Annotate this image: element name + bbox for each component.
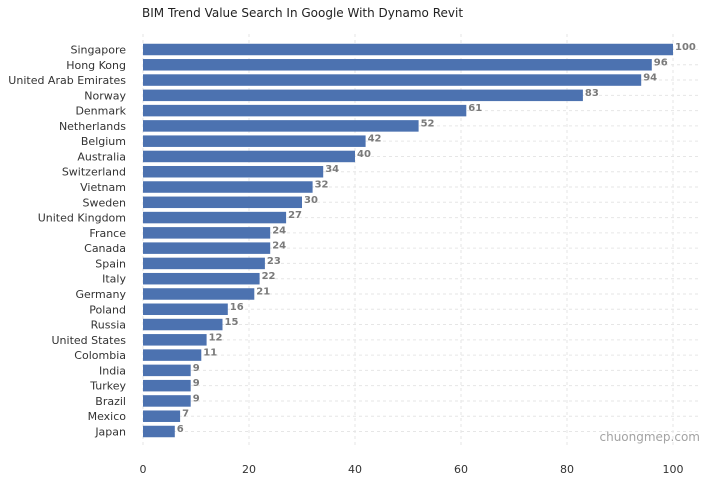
category-label: Netherlands — [59, 120, 126, 133]
bar — [143, 43, 673, 56]
value-label: 61 — [468, 103, 482, 114]
value-label: 32 — [315, 180, 329, 191]
category-label: Germany — [75, 288, 126, 301]
bar — [143, 272, 260, 285]
value-label: 11 — [203, 348, 217, 359]
value-label: 16 — [230, 302, 244, 313]
category-label: Sweden — [83, 196, 126, 209]
x-tick-label: 100 — [663, 463, 684, 476]
value-label: 15 — [225, 317, 239, 328]
value-label: 9 — [193, 393, 200, 404]
watermark: chuongmep.com — [599, 430, 700, 444]
bar — [143, 165, 324, 178]
category-label: Japan — [94, 426, 126, 439]
bar — [143, 318, 223, 331]
bar — [143, 379, 191, 392]
bar — [143, 74, 642, 86]
bar — [143, 349, 202, 361]
value-label: 24 — [272, 225, 286, 236]
value-label: 9 — [193, 363, 200, 374]
bar — [143, 364, 191, 377]
x-axis-ticks: 0 20 40 60 80 100 — [140, 463, 684, 476]
value-label: 6 — [177, 424, 184, 435]
category-label: United Arab Emirates — [8, 74, 126, 87]
value-label: 27 — [288, 210, 302, 221]
category-label: United Kingdom — [38, 212, 126, 225]
value-label: 34 — [325, 164, 339, 175]
bar — [143, 181, 313, 193]
category-label: Denmark — [75, 105, 126, 118]
category-label: Vietnam — [80, 181, 126, 194]
category-label: Mexico — [88, 410, 127, 423]
category-label: Poland — [89, 303, 126, 316]
bar — [143, 104, 467, 117]
value-label: 22 — [262, 271, 276, 282]
x-tick-label: 60 — [454, 463, 468, 476]
category-label: Hong Kong — [66, 59, 126, 72]
value-label: 24 — [272, 241, 286, 252]
value-label: 23 — [267, 256, 281, 267]
x-tick-label: 80 — [560, 463, 574, 476]
bar — [143, 89, 583, 102]
chart-title: BIM Trend Value Search In Google With Dy… — [142, 6, 463, 20]
category-label: Norway — [84, 89, 126, 102]
bar — [143, 334, 207, 346]
bar — [143, 120, 419, 132]
bar — [143, 150, 355, 163]
category-label: Singapore — [71, 44, 127, 57]
bar — [143, 196, 302, 209]
x-tick-label: 40 — [348, 463, 362, 476]
category-label: India — [99, 364, 126, 377]
category-label: Turkey — [89, 380, 126, 393]
bar — [143, 211, 287, 224]
value-label: 94 — [643, 73, 657, 84]
value-label: 42 — [368, 134, 382, 145]
category-label: Colombia — [74, 349, 126, 362]
bar — [143, 59, 652, 71]
category-label: Belgium — [81, 135, 126, 148]
bar — [143, 303, 228, 316]
bar — [143, 395, 191, 407]
category-label: Italy — [102, 273, 126, 286]
bar — [143, 227, 271, 239]
value-label: 100 — [675, 42, 696, 53]
bar — [143, 242, 271, 254]
bar — [143, 425, 175, 438]
bar — [143, 288, 255, 300]
category-label: Canada — [84, 242, 126, 255]
x-tick-label: 20 — [242, 463, 256, 476]
bar — [143, 257, 265, 270]
value-label: 7 — [182, 409, 189, 420]
value-label: 9 — [193, 378, 200, 389]
category-label: Spain — [95, 257, 126, 270]
value-label: 30 — [304, 195, 318, 206]
value-label: 12 — [209, 332, 223, 343]
value-label: 40 — [357, 149, 371, 160]
x-tick-label: 0 — [140, 463, 147, 476]
category-label: United States — [52, 334, 127, 347]
category-label: Australia — [77, 150, 126, 163]
bar — [143, 135, 366, 147]
value-label: 83 — [585, 88, 599, 99]
value-label: 52 — [421, 118, 435, 129]
bar — [143, 410, 181, 422]
category-label: Russia — [91, 319, 126, 332]
bars-layer — [143, 43, 673, 438]
category-label: France — [89, 227, 126, 240]
value-label: 21 — [256, 286, 270, 297]
category-label: Switzerland — [62, 166, 126, 179]
category-label: Brazil — [95, 395, 126, 408]
value-label: 96 — [654, 57, 668, 68]
